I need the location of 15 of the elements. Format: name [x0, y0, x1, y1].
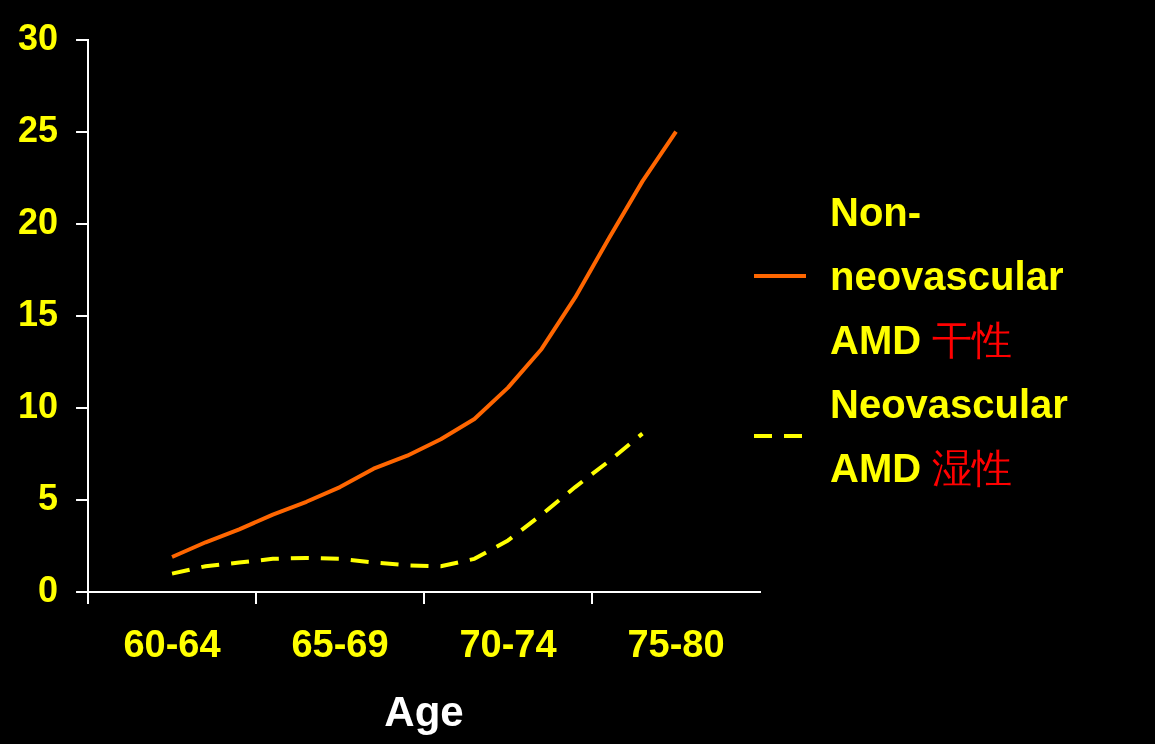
legend-label: Neovascular AMD 湿性 — [830, 382, 1068, 491]
x-tick-label: 65-69 — [291, 623, 389, 666]
y-tick-label: 30 — [18, 16, 59, 58]
y-tick-label: 5 — [38, 476, 59, 518]
x-axis-title: Age — [384, 688, 464, 736]
x-tick-label: 60-64 — [123, 623, 221, 666]
y-tick-label: 0 — [38, 568, 59, 610]
legend-label: Non-neovascular AMD 干性 — [830, 190, 1064, 363]
x-tick-label: 75-80 — [627, 623, 725, 666]
y-tick-label: 25 — [18, 108, 59, 150]
y-tick-label: 20 — [18, 200, 59, 242]
x-tick-label: 70-74 — [459, 623, 557, 666]
y-tick-label: 15 — [18, 292, 59, 334]
y-tick-label: 10 — [18, 384, 59, 426]
line-series — [170, 431, 645, 576]
